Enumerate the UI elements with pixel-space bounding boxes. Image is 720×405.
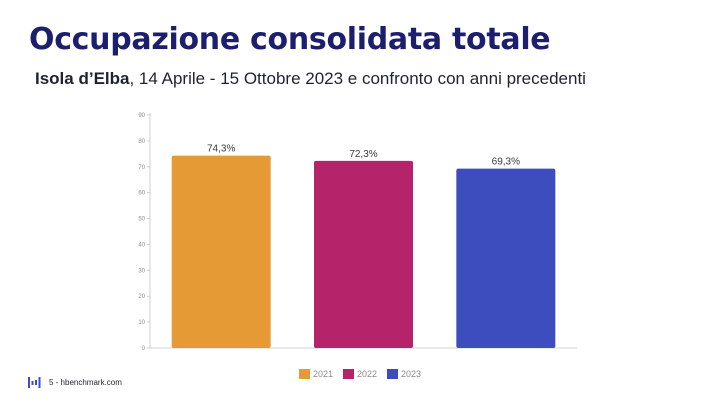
y-tick-label: 90: [138, 113, 145, 119]
bar-value-label-2022: 72,3%: [349, 149, 377, 160]
footer: 5 - hbenchmark.com: [28, 377, 122, 388]
subtitle-location: Isola d’Elba: [35, 69, 130, 88]
bar-2021: [171, 155, 271, 348]
bar-value-label-2021: 74,3%: [207, 144, 235, 155]
page-number: 5 - hbenchmark.com: [49, 378, 122, 387]
chart-legend: 2021 2022 2023: [0, 369, 720, 379]
legend-swatch: [298, 369, 310, 379]
legend-item-2023: 2023: [387, 369, 421, 379]
legend-swatch: [387, 369, 399, 379]
y-tick-label: 0: [142, 346, 146, 352]
bar-chart: 0 10 20 30 40 50 60 70 80 90 74,3% 72,3% 69,3%: [138, 113, 577, 352]
y-tick-label: 50: [138, 217, 145, 223]
subtitle-period: , 14 Aprile - 15 Ottobre 2023 e confront…: [129, 69, 586, 88]
legend-label: 2023: [401, 369, 422, 379]
page-title: Occupazione consolidata totale: [29, 22, 551, 57]
legend-label: 2021: [312, 369, 333, 379]
bar-value-label-2023: 69,3%: [492, 157, 520, 168]
y-tick-label: 20: [138, 294, 145, 300]
y-tick-label: 30: [138, 268, 145, 274]
legend-item-2021: 2021: [298, 369, 333, 379]
bar-2022: [314, 160, 413, 348]
y-tick-label: 60: [138, 191, 145, 197]
bar-2023: [456, 168, 556, 348]
legend-item-2022: 2022: [342, 369, 378, 379]
hbenchmark-logo-icon: [28, 377, 41, 388]
y-tick-label: 10: [138, 320, 145, 326]
y-tick-label: 80: [138, 139, 145, 145]
legend-label: 2022: [356, 369, 378, 379]
page-subtitle: Isola d’Elba, 14 Aprile - 15 Ottobre 202…: [35, 69, 586, 89]
y-tick-label: 40: [138, 242, 145, 248]
y-tick-label: 70: [138, 165, 145, 171]
legend-swatch: [342, 369, 354, 379]
